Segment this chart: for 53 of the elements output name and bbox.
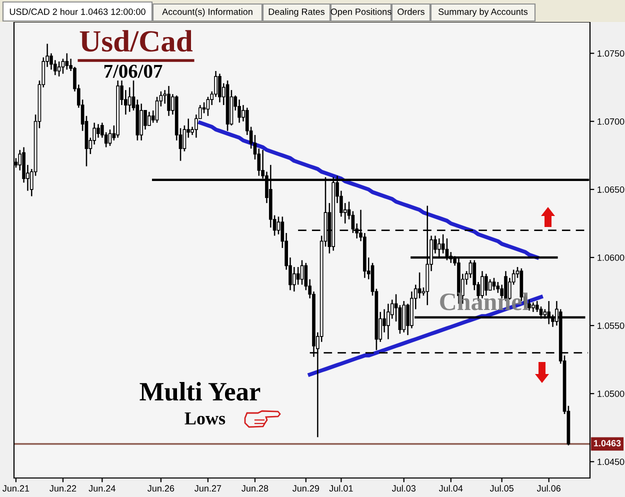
line-series (198, 120, 540, 260)
text: Dealing Rates (268, 8, 325, 17)
text: USD/CAD 2 hour 1.0463 12:00:00 (10, 8, 146, 15)
x-tick-label: Jul.05 (490, 484, 514, 492)
candlestick (108, 128, 112, 146)
annotation: Lows (184, 412, 226, 425)
x-tick-label: Jun.27 (194, 485, 222, 492)
x-tick-label: Jun.28 (242, 485, 268, 492)
y-tick-label: 1.0550 (598, 322, 624, 329)
text: Account(s) Information (162, 8, 252, 17)
candlestick (296, 266, 300, 286)
candlestick (148, 111, 151, 126)
x-tick-label: Jul.03 (392, 484, 416, 492)
y-tick-label: 1.0700 (598, 118, 624, 125)
candlestick (386, 303, 390, 340)
text: Summary by Accounts (438, 8, 528, 17)
y-tick-label: 1.0650 (598, 186, 624, 193)
candlestick (206, 96, 210, 117)
x-tick-label: Jun.24 (88, 485, 116, 492)
x-tick-label: Jul.06 (536, 484, 561, 492)
annotation: Multi Year (140, 382, 260, 401)
y-tick-label: 1.0450 (598, 458, 624, 466)
candlestick (167, 85, 170, 117)
x-tick-label: Jun.21 (2, 485, 30, 492)
candlestick (292, 266, 296, 292)
candlestick (57, 60, 61, 78)
x-tick-label: Jul.04 (438, 484, 463, 492)
candlestick (398, 304, 402, 334)
candlestick (218, 73, 222, 103)
y-tick-label: 1.0750 (598, 50, 624, 57)
candlestick (96, 123, 100, 138)
y-tick-label: 1.0600 (598, 254, 624, 261)
text: Open Positions (330, 8, 392, 17)
x-tick-label: Jun.22 (50, 485, 76, 492)
candlestick (528, 299, 531, 312)
x-tick-label: Jun.29 (292, 485, 320, 492)
x-tick-label: Jun.26 (148, 485, 174, 492)
candlestick (492, 277, 496, 291)
y-tick-label: 1.0500 (598, 390, 624, 397)
candlestick (300, 260, 304, 286)
candlestick (65, 52, 69, 70)
text: 7/06/07 (104, 64, 162, 78)
ref-line-label: 1.0463 (594, 440, 621, 446)
candlestick (61, 58, 65, 74)
candlestick (418, 272, 422, 299)
candlestick (488, 278, 492, 291)
x-tick-label: Jul.01 (329, 484, 353, 492)
candlestick (532, 302, 535, 313)
candlestick (238, 98, 241, 124)
candlestick (128, 86, 132, 112)
text: Orders (398, 8, 424, 15)
candlestick (155, 96, 159, 124)
chart-title: Usd/Cad (80, 30, 193, 52)
